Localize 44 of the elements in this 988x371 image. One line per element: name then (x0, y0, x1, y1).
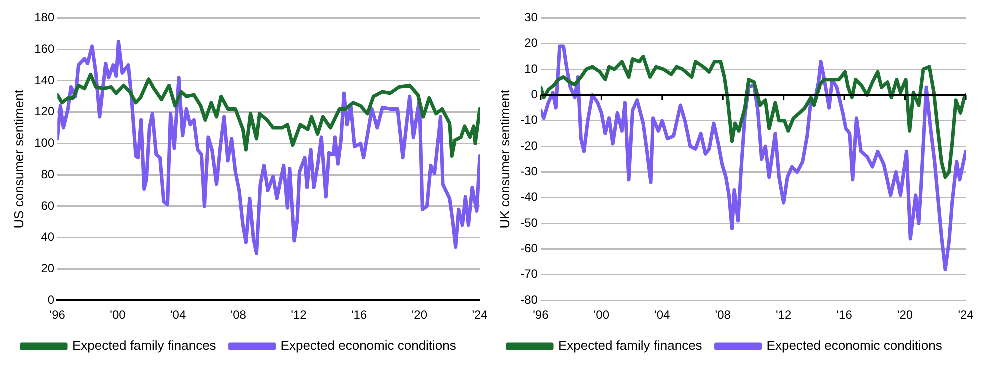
y-tick-label: -30 (520, 164, 538, 179)
y-tick-label: 40 (41, 230, 55, 244)
x-tick-label: '24 (958, 308, 974, 322)
legend-label: Expected family finances (72, 338, 217, 354)
y-tick-label: -50 (520, 216, 538, 230)
legend-label: Expected economic conditions (766, 338, 943, 354)
y-tick-label: -60 (520, 242, 538, 256)
x-tick-label: '96 (533, 308, 550, 322)
y-tick-label: -20 (520, 138, 538, 153)
y-tick-label: 120 (34, 104, 55, 119)
x-tick-label: '16 (836, 308, 853, 322)
x-tick-label: '24 (472, 308, 488, 322)
x-tick-label: '96 (50, 308, 66, 322)
y-tick-label: 10 (524, 62, 538, 76)
x-tick-label: '12 (291, 308, 308, 322)
x-tick-label: '20 (412, 308, 428, 322)
y-tick-label: 20 (524, 36, 538, 50)
legend-label: Expected economic conditions (280, 338, 457, 354)
y-tick-label: -80 (520, 292, 538, 307)
y-tick-label: 180 (34, 10, 55, 25)
y-tick-label: 80 (41, 167, 55, 182)
y-tick-label: 100 (34, 136, 55, 150)
x-tick-label: '00 (110, 308, 126, 322)
y-tick-label: 140 (34, 73, 55, 88)
x-tick-label: '00 (594, 308, 610, 322)
x-tick-label: '20 (897, 308, 914, 322)
x-tick-label: '04 (170, 308, 186, 322)
y-tick-label: 20 (41, 262, 55, 276)
y-tick-label: -40 (520, 190, 538, 204)
y-axis-title: US consumer sentiment (11, 90, 26, 229)
x-tick-label: '08 (230, 308, 247, 322)
y-tick-label: 30 (524, 10, 538, 25)
y-axis-title: UK consumer sentiment (497, 90, 512, 229)
legend-label: Expected family finances (558, 338, 703, 354)
y-tick-label: 160 (34, 42, 55, 56)
y-tick-label: 0 (48, 292, 55, 307)
y-tick-label: -10 (520, 113, 538, 128)
x-tick-label: '16 (352, 308, 368, 322)
x-tick-label: '08 (715, 308, 732, 322)
x-tick-label: '04 (654, 308, 671, 322)
y-tick-label: 0 (531, 88, 538, 102)
y-tick-label: 60 (41, 198, 55, 213)
x-tick-label: '12 (776, 308, 792, 322)
y-tick-label: -70 (520, 267, 538, 282)
